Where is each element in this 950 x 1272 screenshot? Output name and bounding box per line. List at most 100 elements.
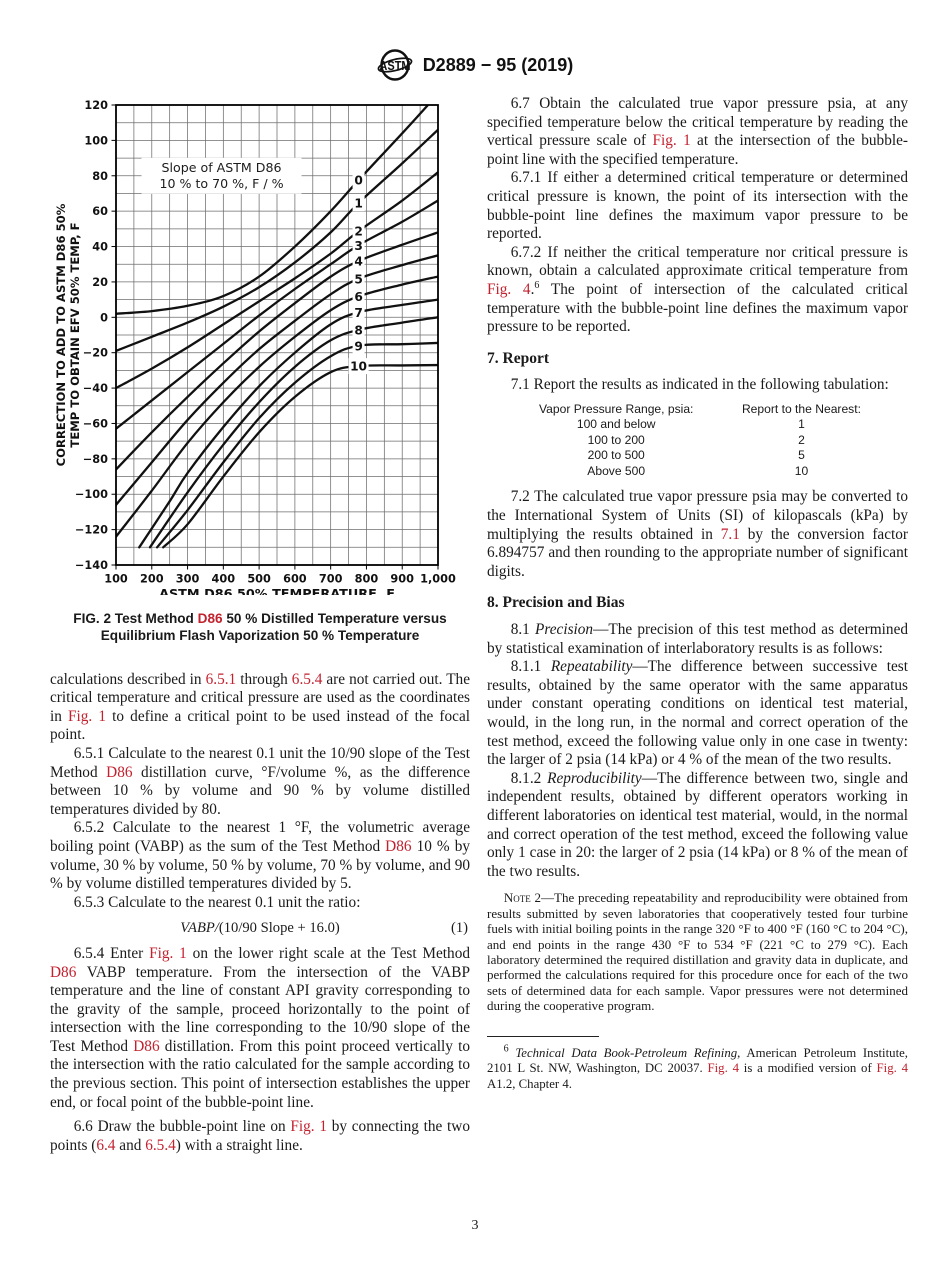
svg-text:9: 9: [354, 339, 362, 353]
xref-link[interactable]: Fig. 1: [149, 944, 187, 962]
svg-text:60: 60: [92, 205, 108, 218]
paragraph-6-5-continuation: calculations described in 6.5.1 through …: [50, 670, 470, 744]
table-row: 200 to 500 5: [512, 448, 882, 464]
left-column: 100 200 300 400 500 600 700 800 900 1,000 120 100 80…: [50, 95, 470, 1155]
svg-text:10 % to 70 %, F / %: 10 % to 70 %, F / %: [159, 176, 283, 191]
slope-curve-10: [162, 363, 438, 549]
svg-text:100: 100: [104, 573, 128, 586]
report-tabulation: Vapor Pressure Range, psia: Report to the…: [512, 402, 882, 480]
y-axis-title-line2: TEMP TO OBTAIN EFV 50% TEMP, F: [68, 222, 82, 447]
equation-body: VABP/(10/90 Slope + 16.0): [180, 920, 340, 937]
slope-curve-8: [148, 316, 438, 549]
svg-text:0: 0: [100, 311, 108, 324]
footnote-marker: 6: [503, 1043, 509, 1055]
footnote-separator: [487, 1035, 599, 1037]
svg-text:400: 400: [212, 573, 236, 586]
paragraph-6-7-2: 6.7.2 If neither the critical temperatur…: [487, 243, 908, 336]
xref-link[interactable]: D86: [197, 610, 223, 626]
chart-grid: [115, 104, 439, 566]
svg-text:0: 0: [354, 174, 362, 188]
svg-text:2: 2: [354, 225, 362, 239]
svg-text:−60: −60: [83, 417, 108, 430]
xref-link[interactable]: D86: [106, 763, 133, 781]
paragraph-6-5-3: 6.5.3 Calculate to the nearest 0.1 unit …: [73, 893, 361, 911]
paragraph-6-5-2: 6.5.2 Calculate to the nearest 1 °F, the…: [50, 819, 470, 893]
slope-curve-2: [116, 171, 438, 390]
paragraph-6-5-1: 6.5.1 Calculate to the nearest 0.1 unit …: [50, 744, 470, 818]
tabulation-cell: 200 to 500: [587, 448, 645, 463]
note-2: Note 2—The preceding repeatability and r…: [487, 890, 909, 1014]
xref-link[interactable]: D86: [133, 1037, 160, 1055]
paragraph-6-7: 6.7 Obtain the calculated true vapor pre…: [487, 95, 908, 168]
tabulation-header: Vapor Pressure Range, psia:: [539, 401, 694, 416]
slope-curve-1: [116, 128, 438, 353]
tabulation-cell: 5: [798, 448, 805, 463]
xref-link[interactable]: Fig. 1: [652, 132, 691, 150]
xref-link[interactable]: 6.5.4: [145, 1136, 176, 1154]
svg-text:5: 5: [354, 272, 362, 286]
svg-text:1,000: 1,000: [420, 573, 456, 586]
svg-text:600: 600: [283, 573, 307, 586]
right-column: 6.7 Obtain the calculated true vapor pre…: [487, 95, 908, 1092]
note-label: Note 2: [503, 890, 542, 906]
xref-link[interactable]: 6.5.4: [291, 670, 323, 688]
italic-text: VABP/: [180, 920, 219, 937]
svg-text:40: 40: [92, 241, 108, 254]
xref-link[interactable]: 6.5.1: [205, 670, 237, 688]
xref-link[interactable]: Fig. 4: [707, 1061, 739, 1076]
paragraph-8-1-1: 8.1.1 Repeatability—The difference betwe…: [487, 658, 908, 769]
tick-labels: 100 200 300 400 500 600 700 800 900 1,00012010080…: [75, 99, 456, 586]
italic-text: Precision: [535, 620, 594, 638]
astm-logo: ASTM: [377, 49, 413, 81]
svg-text:100: 100: [84, 134, 108, 147]
y-axis-title-line1: CORRECTION TO ADD TO ASTM D86 50%: [54, 203, 68, 466]
paragraph-6-5-4: 6.5.4 Enter Fig. 1 on the lower right sc…: [50, 944, 471, 1111]
xref-link[interactable]: D86: [385, 837, 412, 855]
svg-text:900: 900: [390, 573, 414, 586]
svg-text:120: 120: [84, 99, 108, 112]
svg-text:−100: −100: [75, 488, 108, 501]
tabulation-header: Report to the Nearest:: [741, 401, 861, 416]
svg-text:−40: −40: [83, 382, 108, 395]
slope-curve-5: [116, 254, 438, 506]
section-7-heading: 7. Report: [487, 349, 549, 367]
svg-text:−20: −20: [83, 347, 108, 360]
left-column-text: calculations described in 6.5.1 through …: [50, 671, 470, 1156]
italic-text: Repeatability: [550, 658, 633, 676]
xref-link[interactable]: 7.1: [720, 525, 740, 543]
xref-link[interactable]: Fig. 1: [290, 1118, 327, 1136]
xref-link[interactable]: Fig. 4: [876, 1061, 908, 1076]
svg-text:ASTM: ASTM: [379, 58, 410, 73]
svg-text:8: 8: [354, 323, 362, 337]
svg-text:500: 500: [247, 573, 271, 586]
paragraph-6-6: 6.6 Draw the bubble-point line on Fig. 1…: [50, 1118, 470, 1154]
slope-curve-6: [116, 275, 438, 538]
tabulation-cell: 10: [794, 463, 809, 478]
page-number: 3: [471, 1218, 479, 1233]
slope-curve-0: [116, 105, 430, 315]
svg-text:300: 300: [176, 573, 200, 586]
xref-link[interactable]: Fig. 1: [68, 707, 107, 725]
x-axis-title: ASTM D86 50% TEMPERATURE, F: [159, 587, 395, 595]
tabulation-cell: 2: [798, 432, 805, 447]
xref-link[interactable]: D86: [50, 963, 77, 981]
svg-text:800: 800: [355, 573, 379, 586]
svg-text:−140: −140: [75, 559, 108, 572]
italic-text: Technical Data Book-Petroleum Refining: [515, 1045, 738, 1060]
slope-curve-7: [138, 298, 438, 549]
svg-text:−120: −120: [75, 524, 108, 537]
tabulation-cell: 100 and below: [576, 417, 656, 432]
svg-text:200: 200: [140, 573, 164, 586]
section-8-heading: 8. Precision and Bias: [487, 594, 625, 612]
paragraph-7-1: 7.1 Report the results as indicated in t…: [510, 376, 889, 394]
svg-text:3: 3: [354, 239, 362, 253]
equation-1: VABP/(10/90 Slope + 16.0) (1): [50, 919, 470, 938]
svg-text:700: 700: [319, 573, 343, 586]
tabulation-cell: 1: [798, 417, 805, 432]
xref-link[interactable]: 6.4: [96, 1136, 116, 1154]
table-row: 100 to 200 2: [512, 433, 882, 449]
slope-curve-9: [155, 341, 438, 549]
xref-link[interactable]: Fig. 4: [487, 280, 531, 298]
